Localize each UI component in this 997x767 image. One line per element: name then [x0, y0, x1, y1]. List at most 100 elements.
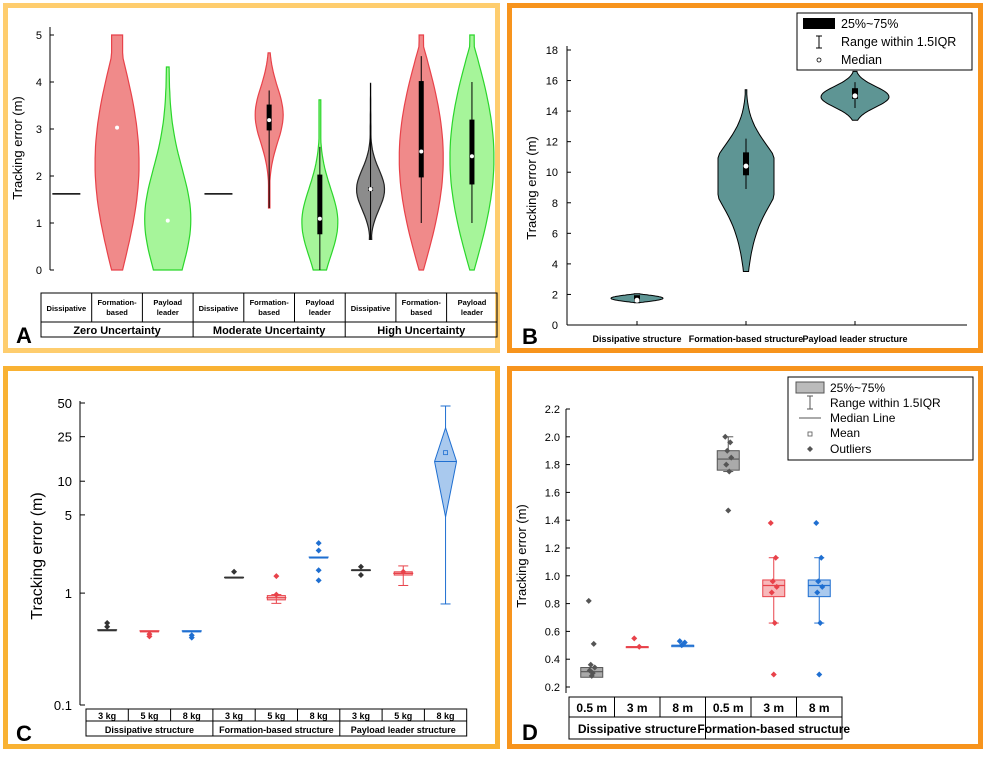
category-label: 0.5 m: [576, 701, 607, 715]
y-tick-label: 25: [58, 430, 72, 445]
outlier-point: [315, 540, 322, 547]
category-label: Dissipative: [199, 304, 239, 313]
group-label: Moderate Uncertainty: [213, 325, 326, 337]
median-dot: [317, 216, 322, 221]
panel-label: C: [16, 721, 32, 746]
y-tick-label: 4: [36, 77, 42, 89]
panel-b: 0 2 4 6 8 10 12 14 16 18 Tracking error (m) Dissipa…: [507, 3, 983, 353]
group-label: Formation-based structure: [219, 725, 334, 735]
category-label: based: [258, 308, 280, 317]
outlier-point: [676, 638, 683, 645]
outlier-point: [636, 643, 643, 650]
median-dot: [368, 187, 373, 192]
y-tick-label: 0.6: [545, 626, 560, 638]
category-label: Dissipative: [47, 304, 87, 313]
median-dot: [165, 218, 170, 223]
outlier-point: [724, 447, 731, 454]
outlier-point: [631, 635, 638, 642]
y-tick-label: 2.0: [545, 432, 560, 444]
legend-range: Range within 1.5IQR: [830, 396, 941, 410]
panel-label: B: [522, 324, 538, 349]
y-tick-label: 1.4: [545, 515, 560, 527]
category-label: Payload: [305, 298, 334, 307]
outlier-point: [188, 634, 195, 641]
median-dot: [267, 118, 272, 123]
outlier-point: [728, 454, 735, 461]
panel-a: 0 1 2 3 4 5 Tracking error (m) Zero Uncertainty…: [3, 3, 500, 353]
outlier-point: [104, 623, 111, 630]
outlier-point: [587, 661, 594, 668]
chart-d: 0.2 0.4 0.6 0.8 1.0 1.2 1.4 1.6 1.8 2.0 2.2 Trackin…: [514, 376, 974, 745]
category-label: Payload leader structure: [802, 334, 907, 344]
iqr-box: [317, 174, 323, 235]
outlier-point: [770, 671, 777, 678]
chart-a: 0 1 2 3 4 5 Tracking error (m) Zero Uncertainty…: [10, 27, 498, 348]
group-label: Dissipative structure: [578, 722, 697, 736]
notched-box: [434, 426, 458, 517]
outlier-point: [772, 554, 779, 561]
category-label: 8 m: [672, 701, 693, 715]
y-tick-label: 14: [546, 106, 558, 118]
outlier-point: [819, 583, 826, 590]
panel-label: D: [522, 720, 538, 745]
y-axis-label: Tracking error (m): [514, 504, 529, 608]
y-tick-label: 1.6: [545, 487, 560, 499]
chart-c: 0.1 1 5 10 25 50 Tracking error (m) Dissipative…: [16, 396, 468, 746]
category-label: 3 m: [627, 701, 648, 715]
outlier-point: [357, 563, 364, 570]
y-tick-label: 3: [36, 124, 42, 136]
y-tick-label: 16: [546, 76, 558, 88]
y-tick-label: 50: [58, 396, 72, 411]
outlier-point: [146, 633, 153, 640]
outlier-point: [767, 519, 774, 526]
box: [716, 450, 740, 471]
legend-iqr-swatch: [795, 381, 825, 394]
median-dot: [743, 163, 749, 169]
group-label: Payload leader structure: [351, 725, 456, 735]
y-axis-label: Tracking error (m): [29, 492, 46, 619]
legend-iqr: 25%~75%: [830, 381, 885, 395]
outlier-point: [813, 519, 820, 526]
category-label: 0.5 m: [713, 701, 744, 715]
y-tick-label: 4: [552, 259, 558, 271]
group-label: Formation-based structure: [697, 722, 850, 736]
category-label: 5 kg: [394, 711, 412, 721]
outlier-point: [727, 439, 734, 446]
legend-range-symbol: [807, 395, 813, 410]
group-label: Zero Uncertainty: [73, 325, 161, 337]
y-tick-label: 2.2: [545, 404, 560, 416]
outlier-point: [723, 461, 730, 468]
outlier-point: [231, 568, 238, 575]
outlier-point: [400, 568, 407, 575]
legend-iqr-swatch: [803, 18, 835, 29]
median-dot: [419, 149, 424, 154]
y-tick-label: 5: [65, 508, 72, 523]
outlier-point: [273, 573, 280, 580]
outlier-point: [678, 642, 685, 649]
legend-range: Range within 1.5IQR: [841, 35, 956, 49]
outlier-point: [273, 591, 280, 598]
y-tick-label: 8: [552, 198, 558, 210]
category-label: 8 kg: [183, 711, 201, 721]
outlier-point: [814, 589, 821, 596]
legend-median: Median Line: [830, 411, 896, 425]
outlier-point: [725, 507, 732, 514]
y-tick-label: 1.8: [545, 460, 560, 472]
y-tick-label: 10: [546, 167, 558, 179]
y-tick-label: 0: [36, 265, 42, 277]
legend-median: Median: [841, 53, 882, 67]
y-tick-label: 0.1: [54, 698, 72, 713]
y-tick-label: 1: [65, 586, 72, 601]
group-label: High Uncertainty: [377, 325, 466, 337]
chart-b: 0 2 4 6 8 10 12 14 16 18 Tracking error (m) Dissipa…: [522, 12, 973, 349]
category-label: Formation-: [250, 298, 290, 307]
outlier-point: [816, 671, 823, 678]
category-label: Dissipative structure: [592, 334, 681, 344]
category-label: 3 kg: [98, 711, 116, 721]
category-label: 5 kg: [267, 711, 285, 721]
outlier-point: [726, 468, 733, 475]
y-tick-label: 0.4: [545, 654, 560, 666]
y-tick-label: 6: [552, 228, 558, 240]
panel-label: A: [16, 323, 32, 348]
legend-mean: Mean: [830, 426, 860, 440]
